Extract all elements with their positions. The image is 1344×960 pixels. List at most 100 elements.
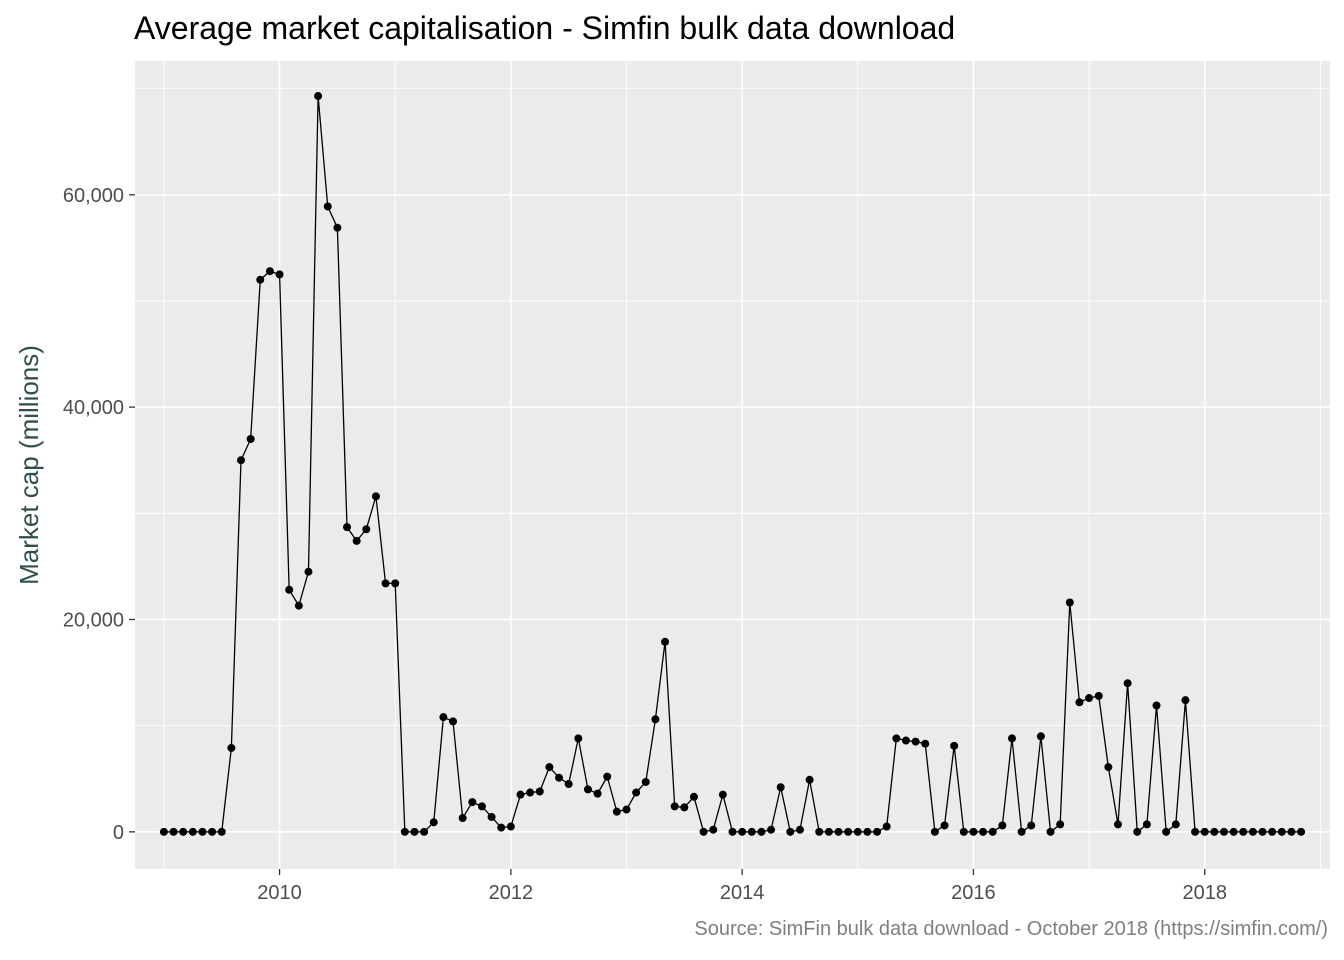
data-point [1239, 827, 1248, 836]
data-point [420, 827, 429, 836]
x-axis-tick-labels: 2010 2012 2014 2016 2018 [257, 882, 1227, 904]
data-point [362, 525, 371, 534]
data-point [728, 827, 737, 836]
data-point [873, 827, 882, 836]
data-point [603, 772, 612, 781]
y-tick-label: 60,000 [63, 185, 124, 207]
data-point [969, 827, 978, 836]
data-point [285, 585, 294, 594]
data-point [381, 579, 390, 588]
data-point [921, 739, 930, 748]
data-point [159, 827, 168, 836]
data-point [853, 827, 862, 836]
data-point [169, 827, 178, 836]
data-point [622, 805, 631, 814]
data-point [1075, 698, 1084, 707]
data-point [198, 827, 207, 836]
data-point [863, 827, 872, 836]
data-point [516, 790, 525, 799]
data-point [1210, 827, 1219, 836]
data-point [988, 827, 997, 836]
data-point [304, 567, 313, 576]
chart-title: Average market capitalisation - Simfin b… [134, 10, 956, 46]
data-point [709, 825, 718, 834]
data-point [1248, 827, 1257, 836]
data-point [323, 202, 332, 211]
data-point [1027, 821, 1036, 830]
data-point [535, 787, 544, 796]
data-point [1268, 827, 1277, 836]
data-point [1065, 598, 1074, 607]
data-point [815, 827, 824, 836]
data-point [1017, 827, 1026, 836]
data-point [179, 827, 188, 836]
data-point [333, 223, 342, 232]
data-point [458, 814, 467, 823]
data-point [930, 827, 939, 836]
data-points [159, 92, 1306, 836]
data-point [371, 492, 380, 501]
data-point [400, 827, 409, 836]
data-point [449, 717, 458, 726]
data-point [661, 637, 670, 646]
major-gridlines [135, 61, 1330, 869]
data-point [1036, 732, 1045, 741]
data-point [632, 788, 641, 797]
data-point [477, 802, 486, 811]
data-point [757, 827, 766, 836]
data-point [526, 788, 535, 797]
y-tick-label: 20,000 [63, 609, 124, 631]
data-point [680, 803, 689, 812]
data-point [1085, 694, 1094, 703]
data-point [1171, 820, 1180, 829]
data-point [1191, 827, 1200, 836]
data-point [275, 270, 284, 279]
data-point [487, 812, 496, 821]
data-point [844, 827, 853, 836]
data-point [593, 789, 602, 798]
x-tick-label: 2014 [720, 882, 765, 904]
data-point [998, 821, 1007, 830]
data-point [439, 713, 448, 722]
data-point [237, 456, 246, 465]
data-point [429, 818, 438, 827]
data-point [314, 92, 323, 101]
data-point [564, 780, 573, 789]
data-point [747, 827, 756, 836]
data-point [1046, 827, 1055, 836]
data-point [1142, 820, 1151, 829]
data-point [670, 802, 679, 811]
data-point [950, 741, 959, 750]
data-point [699, 827, 708, 836]
data-point [246, 434, 255, 443]
data-point [738, 827, 747, 836]
data-point [265, 267, 274, 276]
data-point [795, 825, 804, 834]
data-point [1297, 827, 1306, 836]
data-point [1056, 820, 1065, 829]
data-point [1200, 827, 1209, 836]
chart-caption: Source: SimFin bulk data download - Octo… [694, 918, 1328, 940]
data-point [651, 715, 660, 724]
data-point [256, 275, 265, 284]
y-axis-tick-labels: 0 20,000 40,000 60,000 [63, 185, 124, 844]
data-point [979, 827, 988, 836]
data-point [1007, 734, 1016, 743]
data-point [1162, 827, 1171, 836]
x-tick-label: 2018 [1182, 882, 1227, 904]
data-point [343, 523, 352, 532]
data-point [892, 734, 901, 743]
data-point [188, 827, 197, 836]
data-point [294, 601, 303, 610]
data-point [805, 775, 814, 784]
data-point [959, 827, 968, 836]
data-point [506, 822, 515, 831]
data-point [497, 823, 506, 832]
data-point [882, 822, 891, 831]
x-tick-label: 2012 [489, 882, 534, 904]
y-tick-label: 0 [113, 822, 124, 844]
data-point [1181, 696, 1190, 705]
data-point [217, 827, 226, 836]
data-point [574, 734, 583, 743]
